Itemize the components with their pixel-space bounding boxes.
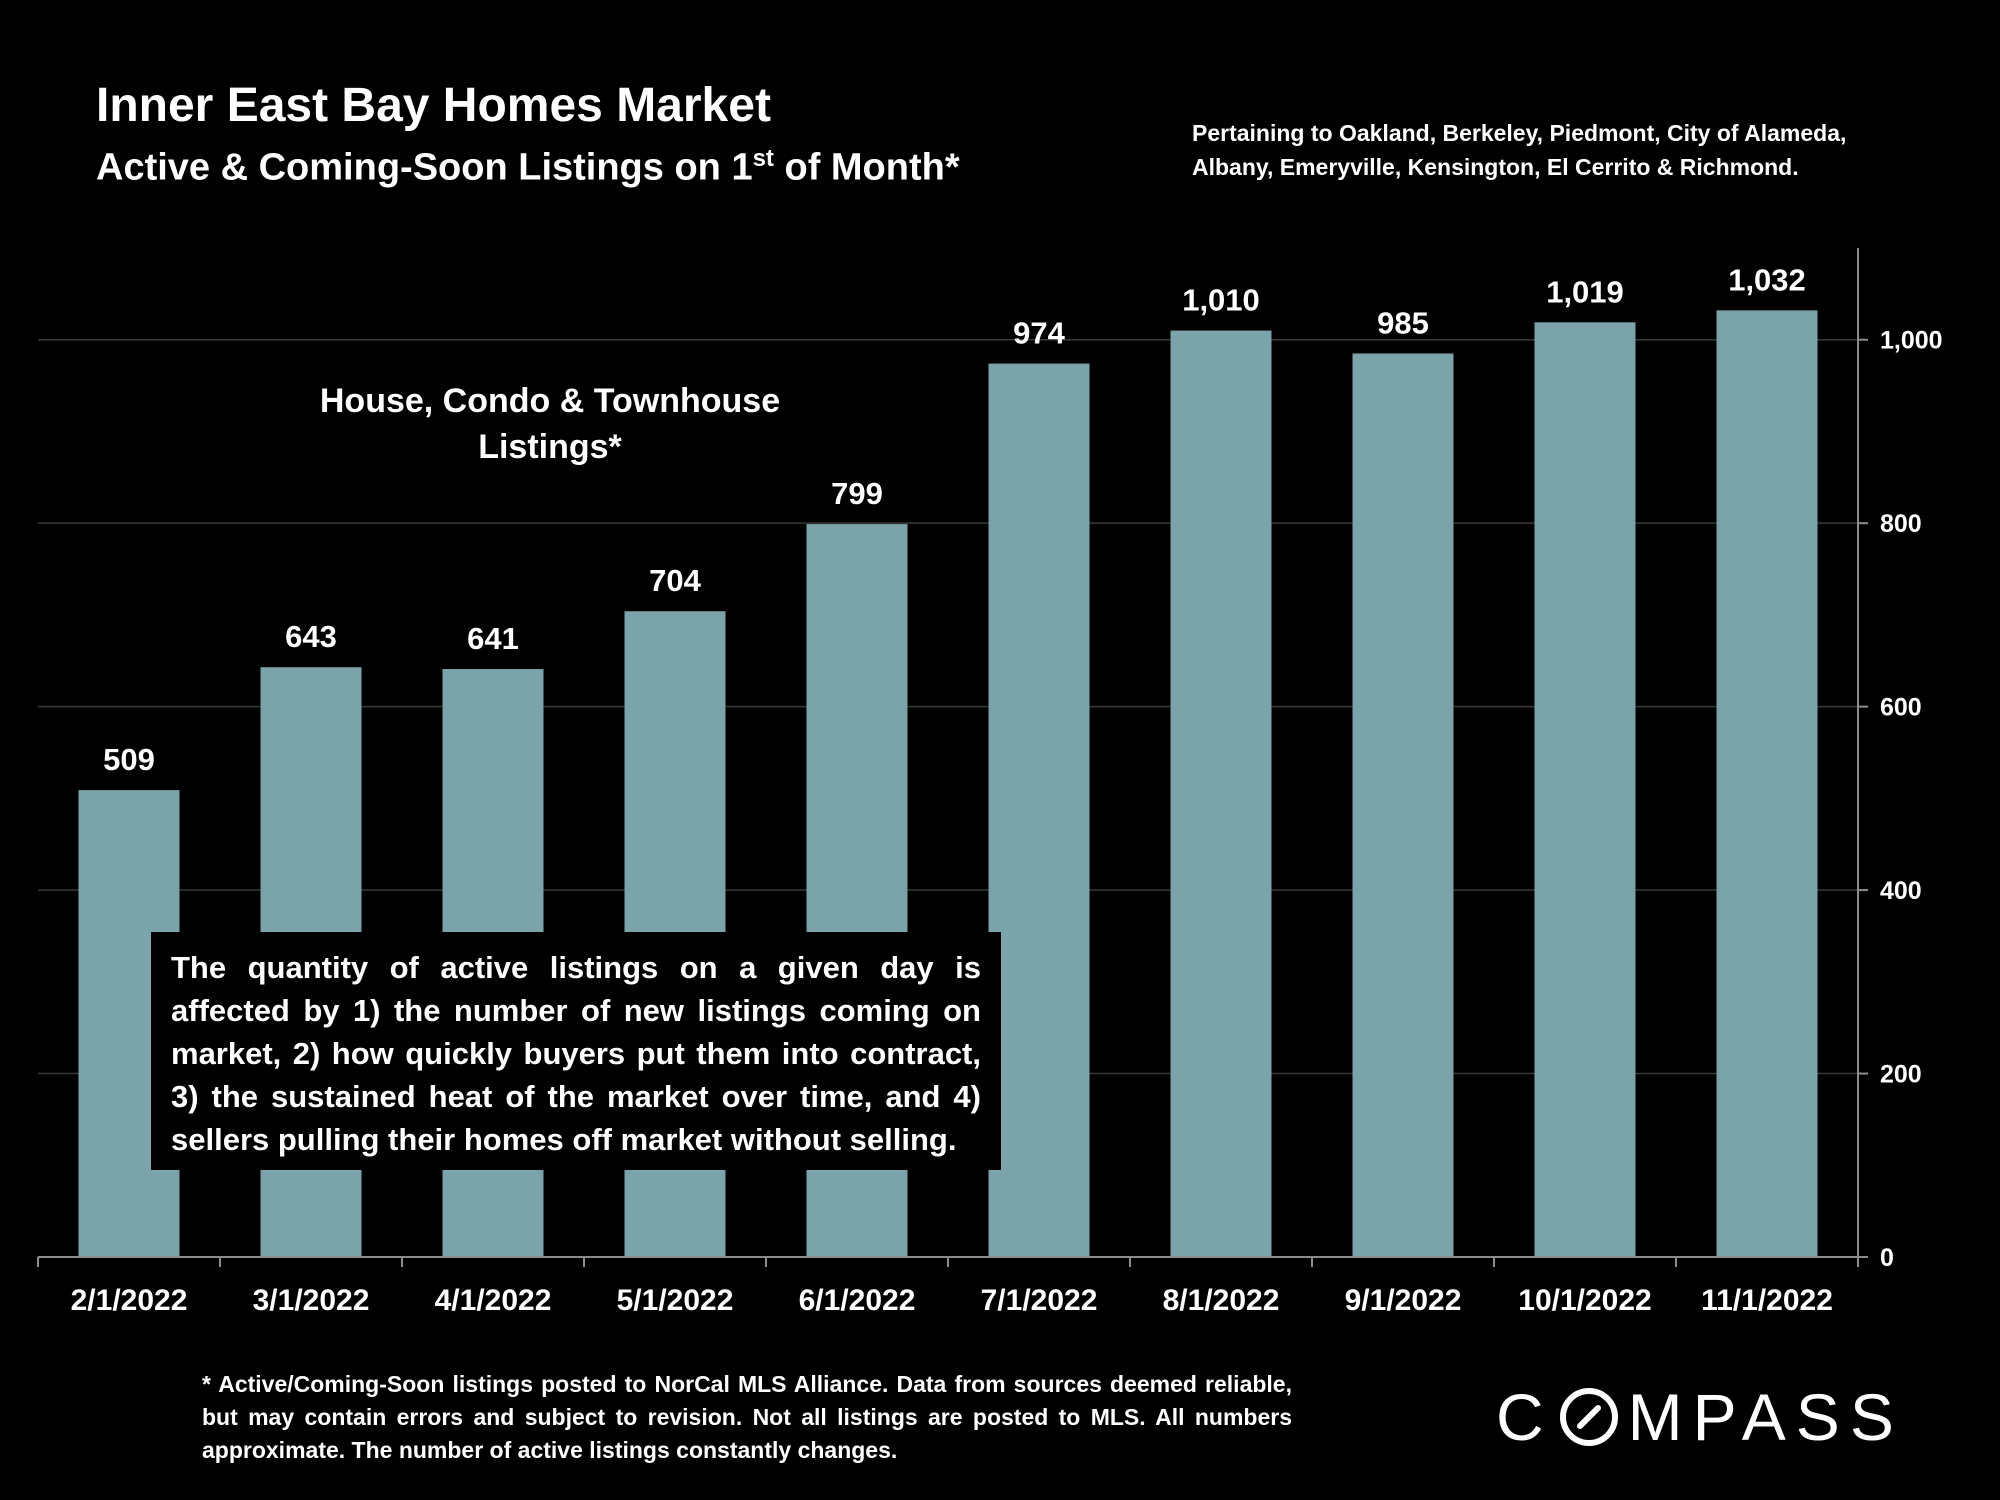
y-tick-label: 200 [1880,1061,1922,1089]
y-tick-label: 0 [1880,1244,1894,1272]
bar [1534,322,1636,1258]
y-tick-label: 1,000 [1880,327,1943,355]
data-label: 985 [1377,305,1429,340]
footnote: * Active/Coming-Soon listings posted to … [202,1371,1292,1463]
data-label: 509 [103,742,155,777]
bar [1352,353,1454,1258]
chart-title: Inner East Bay Homes Market [96,79,771,132]
x-tick-label: 4/1/2022 [435,1284,552,1317]
data-label: 799 [831,476,883,511]
data-label: 641 [467,621,519,656]
data-label: 1,019 [1546,274,1624,309]
x-tick-label: 8/1/2022 [1163,1284,1280,1317]
x-tick-label: 6/1/2022 [799,1284,916,1317]
subtitle-end: of Month* [773,146,960,189]
subtitle-superscript: st [752,145,774,172]
data-label: 704 [649,563,701,598]
series-label: House, Condo & Townhouse Listings* [319,382,781,466]
x-tick-label: 3/1/2022 [253,1284,370,1317]
x-tick-label: 2/1/2022 [71,1284,188,1317]
data-label: 974 [1013,316,1065,351]
y-tick-label: 800 [1880,510,1922,538]
logo-text-end: MPASS [1627,1380,1904,1454]
logo-text-start: C [1496,1380,1554,1454]
bars [78,310,1818,1258]
labels: 0 200 400 600 800 1,000 509 2/1/2022 643 3/1/2022… [71,262,1943,1317]
compass-logo: C MPASS [1496,1380,1904,1454]
bar [988,363,1090,1257]
x-tick-label: 11/1/2022 [1701,1284,1833,1317]
annotation-box: The quantity of active listings on a giv… [151,932,1001,1170]
x-tick-label: 9/1/2022 [1345,1284,1462,1317]
data-label: 1,010 [1182,283,1260,318]
y-tick-label: 400 [1880,877,1922,905]
data-label: 643 [285,619,337,654]
x-tick-label: 5/1/2022 [617,1284,734,1317]
x-tick-label: 10/1/2022 [1518,1284,1651,1317]
coverage-note: Pertaining to Oakland, Berkeley, Piedmon… [1192,120,1847,180]
chart-subtitle: Active & Coming-Soon Listings on 1st of … [96,134,960,193]
bar [1716,310,1818,1258]
title-block: Inner East Bay Homes Market Active & Com… [96,78,960,193]
subtitle-main: Active & Coming-Soon Listings on 1 [96,146,753,189]
y-tick-label: 600 [1880,694,1922,722]
bar [1170,330,1272,1257]
axes [37,248,1868,1267]
x-tick-label: 7/1/2022 [981,1284,1098,1317]
data-label: 1,032 [1728,262,1806,297]
compass-o-icon [1559,1388,1618,1446]
